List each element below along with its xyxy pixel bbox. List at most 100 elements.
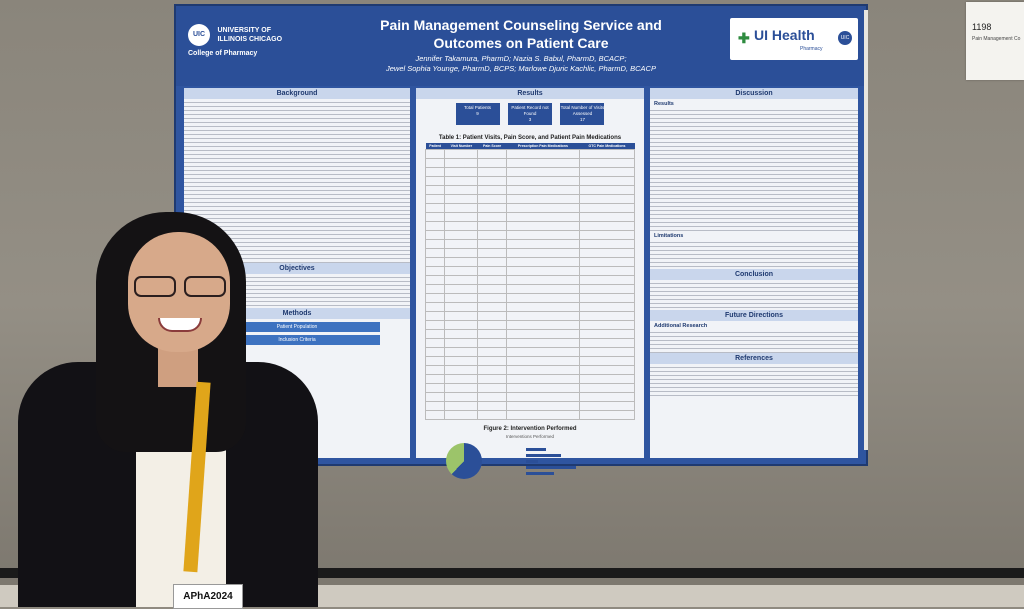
table-row bbox=[424, 338, 635, 348]
poster-authors: Jennifer Takamura, PharmD; Nazia S. Babu… bbox=[326, 54, 716, 74]
board-frame bbox=[0, 568, 1024, 578]
methods-box-inclusion: Inclusion Criteria bbox=[214, 335, 380, 345]
bar-mark bbox=[526, 472, 555, 475]
table-row bbox=[424, 320, 635, 330]
table-row bbox=[424, 293, 635, 303]
table-row bbox=[424, 212, 635, 222]
table-row bbox=[424, 266, 635, 276]
table-row bbox=[424, 203, 635, 213]
table-header: OTC Pain Medications bbox=[579, 143, 635, 150]
uic-mini-logo-icon: UIC bbox=[838, 31, 852, 45]
table-row bbox=[424, 302, 635, 312]
glasses bbox=[132, 276, 228, 297]
result-box-label: Total Number of Visits Assessed bbox=[560, 105, 605, 116]
research-poster: UIC UNIVERSITY OF ILLINOIS CHICAGO Colle… bbox=[176, 6, 866, 479]
table-header: Pain Score bbox=[477, 143, 507, 150]
table-row bbox=[424, 149, 635, 159]
discussion-heading: Discussion bbox=[650, 88, 858, 99]
poster-header: UIC UNIVERSITY OF ILLINOIS CHICAGO Colle… bbox=[176, 6, 866, 86]
authors-line2: Jewel Sophia Younge, PharmD, BCPS; Marlo… bbox=[386, 64, 656, 73]
table-row bbox=[424, 239, 635, 249]
table-row bbox=[424, 347, 635, 357]
college-name: College of Pharmacy bbox=[188, 50, 258, 57]
uic-logo-block: UIC UNIVERSITY OF ILLINOIS CHICAGO Colle… bbox=[188, 24, 282, 57]
bar-mark bbox=[526, 460, 539, 463]
face bbox=[128, 232, 230, 352]
table-row bbox=[424, 374, 635, 384]
result-box-value: 3 bbox=[528, 117, 532, 122]
poster-edge-strip bbox=[864, 10, 868, 450]
table-row bbox=[424, 311, 635, 321]
presenter-person: APhA2024 bbox=[18, 212, 318, 609]
references-text-block bbox=[650, 364, 858, 396]
university-line2: ILLINOIS CHICAGO bbox=[217, 36, 283, 43]
glasses-lens-left bbox=[134, 276, 176, 297]
future-directions-heading: Future Directions bbox=[650, 310, 858, 321]
result-boxes: Total Patients 9 Patient Record not Foun… bbox=[416, 99, 644, 129]
result-box-total-patients: Total Patients 9 bbox=[455, 103, 500, 125]
table-row bbox=[424, 185, 635, 195]
table-row bbox=[424, 194, 635, 204]
future-text-block bbox=[650, 329, 858, 353]
table-header: Patient bbox=[425, 143, 445, 150]
ui-health-sub: Pharmacy bbox=[800, 46, 823, 52]
result-box-value: 17 bbox=[579, 117, 585, 122]
table-header: Visit Number bbox=[444, 143, 478, 150]
discussion-results-subhead: Results bbox=[654, 101, 674, 107]
references-heading: References bbox=[650, 353, 858, 364]
figure-subtitle: Interventions Performed bbox=[505, 434, 555, 439]
table-row bbox=[424, 230, 635, 240]
result-box-label: Total Patients bbox=[464, 105, 492, 110]
table-row bbox=[424, 167, 635, 177]
table-row bbox=[424, 176, 635, 186]
table-body bbox=[424, 149, 635, 420]
conclusion-text-block bbox=[650, 280, 858, 310]
uic-logo-icon: UIC bbox=[188, 24, 210, 46]
booth-number: 1198 bbox=[972, 22, 992, 32]
bar-mark bbox=[526, 448, 547, 451]
badge-text: APhA2024 bbox=[183, 591, 233, 602]
table-row bbox=[424, 365, 635, 375]
limitations-text-block bbox=[650, 239, 858, 269]
table-row bbox=[424, 284, 635, 294]
patient-table: Patient Visit Number Pain Score Prescrip… bbox=[424, 143, 635, 420]
table-row bbox=[424, 248, 635, 258]
table-row bbox=[424, 410, 635, 420]
poster-column-middle: Results Total Patients 9 Patient Record … bbox=[416, 88, 644, 479]
result-box-visits-assessed: Total Number of Visits Assessed 17 bbox=[560, 103, 605, 125]
university-name: UNIVERSITY OF ILLINOIS CHICAGO bbox=[217, 26, 282, 44]
poster-title-line1: Pain Management Counseling Service and bbox=[380, 17, 662, 33]
table-row bbox=[424, 221, 635, 231]
table-row bbox=[424, 158, 635, 168]
table-title: Table 1: Patient Visits, Pain Score, and… bbox=[438, 135, 622, 141]
limitations-subhead: Limitations bbox=[654, 233, 684, 239]
bar-chart-graphic bbox=[526, 445, 577, 478]
table-header: Prescription Pain Medications bbox=[506, 143, 580, 150]
table-row bbox=[424, 329, 635, 339]
table-row bbox=[424, 392, 635, 402]
ui-health-logo: ✚ UI Health Pharmacy UIC bbox=[730, 18, 858, 60]
conclusion-heading: Conclusion bbox=[650, 269, 858, 280]
result-box-value: 9 bbox=[476, 111, 479, 116]
methods-heading: Methods bbox=[184, 308, 410, 319]
university-line1: UNIVERSITY OF bbox=[217, 27, 271, 34]
methods-box-population: Patient Population bbox=[214, 322, 380, 332]
background-heading: Background bbox=[184, 88, 410, 99]
results-heading: Results bbox=[416, 88, 644, 99]
booth-number-sign: 1198 Pain Management Co bbox=[966, 2, 1024, 80]
table-row bbox=[424, 257, 635, 267]
bar-mark bbox=[526, 454, 562, 457]
table-row bbox=[424, 383, 635, 393]
table-row bbox=[424, 275, 635, 285]
figure-title: Figure 2: Intervention Performed bbox=[483, 426, 577, 432]
neck bbox=[158, 347, 198, 387]
pie-chart-graphic bbox=[446, 443, 482, 479]
result-box-label: Patient Record not Found bbox=[511, 105, 549, 116]
result-box-record-not-found: Patient Record not Found 3 bbox=[508, 103, 552, 125]
authors-line1: Jennifer Takamura, PharmD; Nazia S. Babu… bbox=[415, 54, 627, 63]
poster-title: Pain Management Counseling Service and O… bbox=[326, 16, 716, 52]
medical-cross-icon: ✚ bbox=[738, 30, 750, 46]
table-row bbox=[424, 401, 635, 411]
table-row bbox=[424, 356, 635, 366]
